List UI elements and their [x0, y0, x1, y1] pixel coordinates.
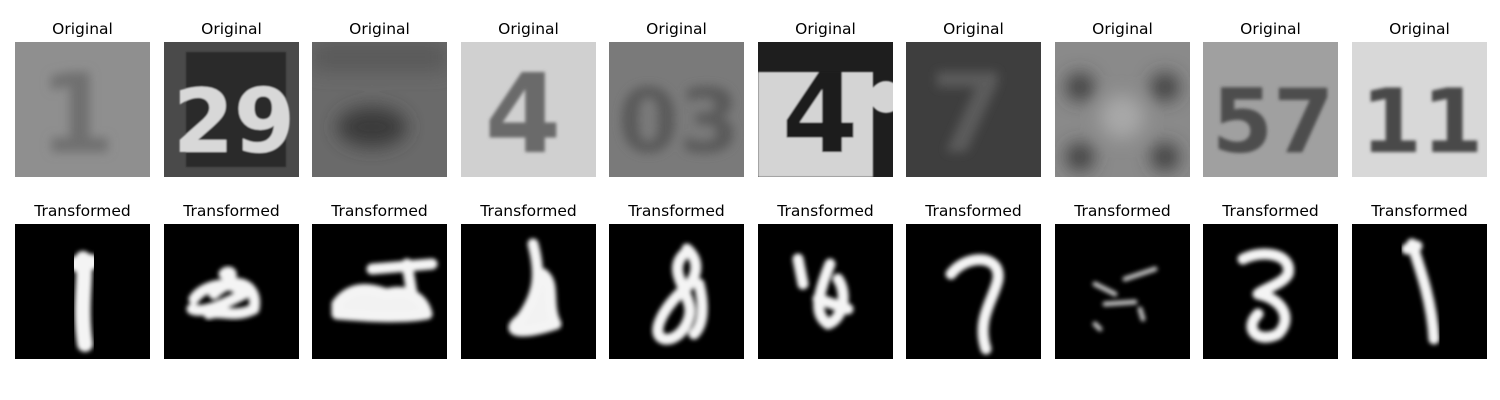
- svg-text:4: 4: [485, 50, 562, 177]
- panel-title: Transformed: [1371, 202, 1468, 220]
- panel-title: Transformed: [34, 202, 131, 220]
- transformed-image: [758, 224, 893, 359]
- svg-text:57: 57: [1212, 70, 1334, 173]
- panel-title: Original: [1240, 20, 1301, 38]
- transformed-image: [312, 224, 447, 359]
- transformed-image: [1203, 224, 1338, 359]
- panel-title: Transformed: [628, 202, 725, 220]
- panel-title: Transformed: [1222, 202, 1319, 220]
- svg-text:4: 4: [782, 50, 859, 177]
- transformed-image: [609, 224, 744, 359]
- panel-title: Transformed: [777, 202, 874, 220]
- svg-text:7: 7: [930, 50, 1007, 177]
- panel-title: Original: [201, 20, 262, 38]
- original-image: 11: [1352, 42, 1487, 177]
- panel-title: Original: [795, 20, 856, 38]
- panel-title: Original: [498, 20, 559, 38]
- svg-text:29: 29: [173, 70, 295, 173]
- panel-title: Original: [349, 20, 410, 38]
- svg-text:11: 11: [1361, 70, 1483, 173]
- transformed-image: [164, 224, 299, 359]
- svg-text:03: 03: [618, 70, 740, 173]
- original-image: 03: [609, 42, 744, 177]
- panel-title: Transformed: [925, 202, 1022, 220]
- panel-title: Original: [646, 20, 707, 38]
- panel-title: Transformed: [480, 202, 577, 220]
- original-image: 4: [758, 42, 893, 177]
- panel-title: Original: [943, 20, 1004, 38]
- svg-text:1: 1: [39, 50, 116, 177]
- original-image: 57: [1203, 42, 1338, 177]
- original-image: 29: [164, 42, 299, 177]
- original-image: 7: [906, 42, 1041, 177]
- panel-title: Original: [1092, 20, 1153, 38]
- original-image: 1: [15, 42, 150, 177]
- panel-title: Transformed: [183, 202, 280, 220]
- panel-title: Transformed: [1074, 202, 1171, 220]
- panel-title: Original: [52, 20, 113, 38]
- panel-title: Original: [1389, 20, 1450, 38]
- transformed-image: [15, 224, 150, 359]
- original-image: 4: [461, 42, 596, 177]
- transformed-image: [1055, 224, 1190, 359]
- transformed-image: [1352, 224, 1487, 359]
- panel-title: Transformed: [331, 202, 428, 220]
- original-image: [312, 42, 447, 177]
- original-image: [1055, 42, 1190, 177]
- transformed-image: [906, 224, 1041, 359]
- transformed-image: [461, 224, 596, 359]
